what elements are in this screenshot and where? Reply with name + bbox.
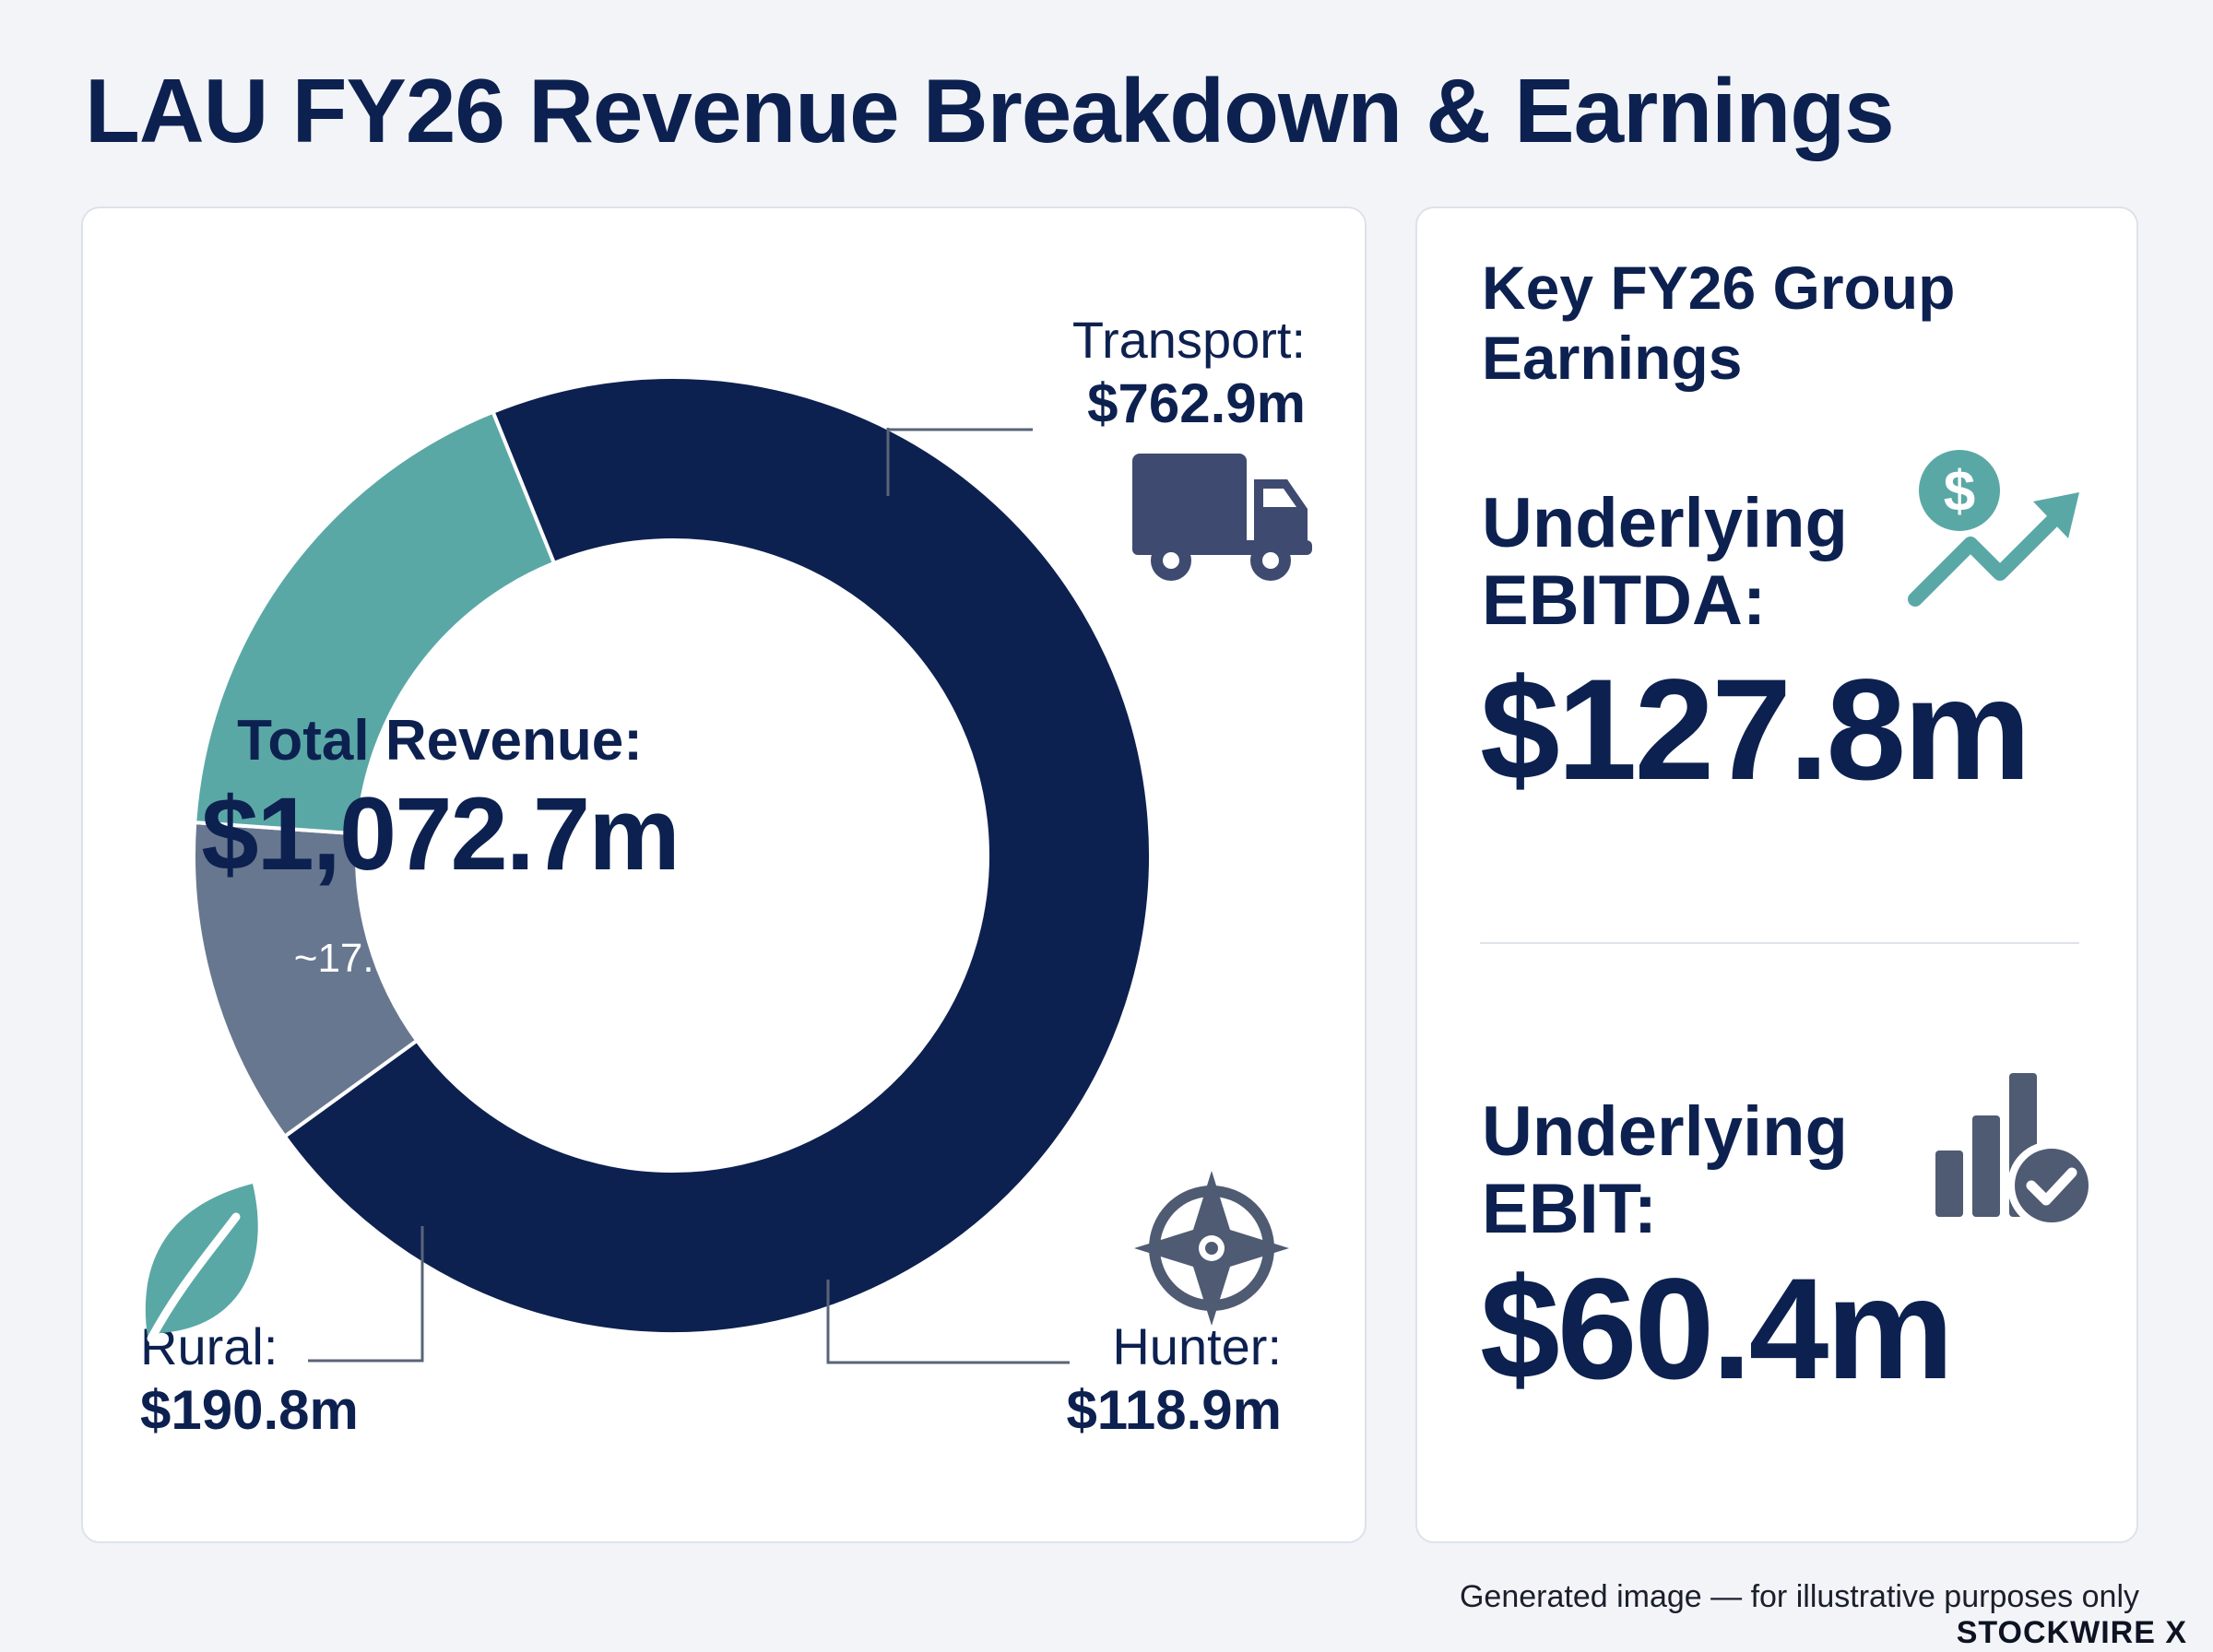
leader-line-rural: [308, 1226, 424, 1363]
svg-text:$: $: [1944, 460, 1975, 524]
truck-icon: [1132, 454, 1312, 581]
revenue-donut-chart: ~71.1% ~17.8% ~11.1% Total Revenue:$1,072.…: [140, 311, 1312, 1441]
brand-logo: STOCKWIRE X: [1956, 1615, 2187, 1650]
earnings-card: Key FY26 Group Earnings Underlying EBITD…: [1415, 206, 2138, 1543]
bar-chart-check-icon: [1935, 1073, 2096, 1230]
slice-name-hunter: Hunter:: [1112, 1317, 1282, 1375]
percent-label-rural: ~17.8%: [294, 936, 432, 981]
percent-label-transport: ~71.1%: [638, 572, 776, 617]
footer-note: Generated image — for illustrative purpo…: [1459, 1579, 2139, 1614]
center-label: Total Revenue:: [237, 709, 643, 773]
leader-line-hunter: [826, 1280, 1070, 1364]
ebit-label: Underlying EBIT:: [1482, 1092, 1848, 1248]
leaf-icon: [145, 1184, 258, 1343]
center-total-value: $1,072.7m: [201, 776, 679, 891]
donut-slice-rural: [193, 409, 557, 836]
earnings-divider: [1480, 942, 2079, 944]
earnings-heading: Key FY26 Group Earnings: [1482, 254, 1956, 392]
leader-line-transport: [886, 428, 1033, 496]
slice-value-hunter: $118.9m: [1066, 1379, 1282, 1441]
donut-slice-transport: [282, 375, 1153, 1336]
slice-value-transport: $762.9m: [1087, 372, 1306, 434]
compass-icon: [1134, 1171, 1289, 1326]
percent-label-hunter: ~11.1%: [524, 982, 659, 1027]
ebit-value: $60.4m: [1480, 1249, 1954, 1410]
ebitda-label: Underlying EBITDA:: [1482, 484, 1848, 640]
slice-value-rural: $190.8m: [140, 1379, 359, 1441]
ebitda-value: $127.8m: [1480, 650, 2031, 810]
slice-name-transport: Transport:: [1072, 311, 1306, 369]
revenue-chart-card: ~71.1% ~17.8% ~11.1% Total Revenue: $1,072.…: [81, 206, 1367, 1543]
page-title: LAU FY26 Revenue Breakdown & Earnings: [85, 60, 1895, 161]
dollar-growth-icon: $: [1908, 450, 2079, 607]
